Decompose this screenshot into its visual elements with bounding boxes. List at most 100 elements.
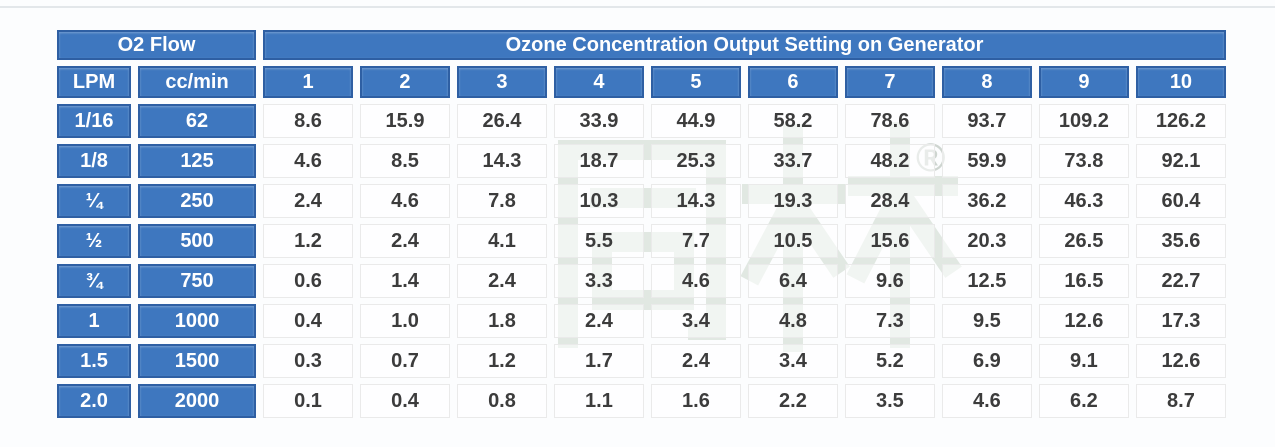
concentration-value-cell: 6.9 — [941, 344, 1032, 378]
concentration-value-cell: 1.8 — [456, 304, 547, 338]
concentration-value-cell: 59.9 — [941, 144, 1032, 178]
concentration-value-cell: 0.7 — [360, 344, 450, 378]
table-row: ½ 500 1.2 2.4 4.1 5.5 7.7 10.5 15.6 20.3 26.5 35.6 — [57, 224, 1226, 258]
ccmin-row-header: 1000 — [138, 304, 257, 338]
concentration-value-cell: 126.2 — [1135, 104, 1226, 138]
concentration-value-cell: 4.6 — [360, 184, 450, 218]
concentration-value-cell: 1.2 — [263, 224, 353, 258]
concentration-value-cell: 9.5 — [941, 304, 1032, 338]
lpm-row-header: 1.5 — [57, 344, 131, 378]
concentration-value-cell: 0.6 — [263, 264, 353, 298]
table-row: 1/16 62 8.6 15.9 26.4 33.9 44.9 58.2 78.6 93.7 109… — [57, 104, 1226, 138]
concentration-value-cell: 2.4 — [360, 224, 450, 258]
setting-column-header: 4 — [553, 66, 644, 98]
concentration-value-cell: 0.8 — [456, 384, 547, 418]
table-row: 1/8 125 4.6 8.5 14.3 18.7 25.3 33.7 48.2 59.9 73.8… — [57, 144, 1226, 178]
concentration-value-cell: 12.6 — [1135, 344, 1226, 378]
concentration-value-cell: 33.9 — [553, 104, 644, 138]
concentration-value-cell: 3.4 — [650, 304, 741, 338]
setting-column-header: 8 — [941, 66, 1032, 98]
concentration-value-cell: 33.7 — [747, 144, 838, 178]
concentration-value-cell: 12.5 — [941, 264, 1032, 298]
concentration-value-cell: 58.2 — [747, 104, 838, 138]
ozone-setting-group-header: Ozone Concentration Output Setting on Ge… — [263, 30, 1226, 60]
setting-column-header: 2 — [360, 66, 450, 98]
concentration-value-cell: 109.2 — [1038, 104, 1129, 138]
concentration-value-cell: 93.7 — [941, 104, 1032, 138]
lpm-row-header: ¾ — [57, 264, 131, 298]
setting-column-header: 10 — [1135, 66, 1226, 98]
o2-flow-group-header: O2 Flow — [57, 30, 257, 60]
concentration-value-cell: 19.3 — [747, 184, 838, 218]
concentration-value-cell: 20.3 — [941, 224, 1032, 258]
concentration-value-cell: 0.1 — [263, 384, 353, 418]
concentration-value-cell: 7.3 — [844, 304, 935, 338]
concentration-value-cell: 18.7 — [553, 144, 644, 178]
concentration-value-cell: 4.8 — [747, 304, 838, 338]
concentration-value-cell: 28.4 — [844, 184, 935, 218]
concentration-value-cell: 2.4 — [456, 264, 547, 298]
concentration-value-cell: 48.2 — [844, 144, 935, 178]
ccmin-row-header: 62 — [138, 104, 257, 138]
ozone-output-table-wrap: O2 Flow Ozone Concentration Output Setti… — [50, 24, 1233, 424]
ccmin-row-header: 750 — [138, 264, 257, 298]
concentration-value-cell: 8.6 — [263, 104, 353, 138]
concentration-value-cell: 3.3 — [553, 264, 644, 298]
table-row: 1 1000 0.4 1.0 1.8 2.4 3.4 4.8 7.3 9.5 12.6 17.3 — [57, 304, 1226, 338]
ccmin-row-header: 250 — [138, 184, 257, 218]
concentration-value-cell: 12.6 — [1038, 304, 1129, 338]
concentration-value-cell: 2.2 — [747, 384, 838, 418]
concentration-value-cell: 92.1 — [1135, 144, 1226, 178]
concentration-value-cell: 7.8 — [456, 184, 547, 218]
concentration-value-cell: 26.4 — [456, 104, 547, 138]
concentration-value-cell: 2.4 — [650, 344, 741, 378]
concentration-value-cell: 10.5 — [747, 224, 838, 258]
concentration-value-cell: 8.5 — [360, 144, 450, 178]
concentration-value-cell: 6.2 — [1038, 384, 1129, 418]
concentration-value-cell: 6.4 — [747, 264, 838, 298]
concentration-value-cell: 78.6 — [844, 104, 935, 138]
lpm-row-header: ½ — [57, 224, 131, 258]
concentration-value-cell: 26.5 — [1038, 224, 1129, 258]
concentration-value-cell: 1.1 — [553, 384, 644, 418]
setting-column-header: 7 — [844, 66, 935, 98]
ozone-output-table: O2 Flow Ozone Concentration Output Setti… — [50, 24, 1233, 424]
concentration-value-cell: 2.4 — [553, 304, 644, 338]
group-header-row: O2 Flow Ozone Concentration Output Setti… — [57, 30, 1226, 60]
concentration-value-cell: 4.6 — [941, 384, 1032, 418]
ccmin-row-header: 2000 — [138, 384, 257, 418]
concentration-value-cell: 2.4 — [263, 184, 353, 218]
setting-column-header: 9 — [1038, 66, 1129, 98]
concentration-value-cell: 60.4 — [1135, 184, 1226, 218]
lpm-row-header: ¼ — [57, 184, 131, 218]
ccmin-row-header: 500 — [138, 224, 257, 258]
setting-column-header: 1 — [263, 66, 353, 98]
concentration-value-cell: 9.1 — [1038, 344, 1129, 378]
concentration-value-cell: 4.6 — [650, 264, 741, 298]
concentration-value-cell: 25.3 — [650, 144, 741, 178]
concentration-value-cell: 73.8 — [1038, 144, 1129, 178]
lpm-row-header: 1/16 — [57, 104, 131, 138]
lpm-row-header: 2.0 — [57, 384, 131, 418]
concentration-value-cell: 14.3 — [650, 184, 741, 218]
concentration-value-cell: 1.7 — [553, 344, 644, 378]
lpm-row-header: 1 — [57, 304, 131, 338]
concentration-value-cell: 16.5 — [1038, 264, 1129, 298]
concentration-value-cell: 14.3 — [456, 144, 547, 178]
ccmin-row-header: 1500 — [138, 344, 257, 378]
concentration-value-cell: 35.6 — [1135, 224, 1226, 258]
concentration-value-cell: 1.6 — [650, 384, 741, 418]
concentration-value-cell: 4.1 — [456, 224, 547, 258]
concentration-value-cell: 15.9 — [360, 104, 450, 138]
concentration-value-cell: 3.5 — [844, 384, 935, 418]
table-row: ¼ 250 2.4 4.6 7.8 10.3 14.3 19.3 28.4 36.2 46.3 60.… — [57, 184, 1226, 218]
concentration-value-cell: 9.6 — [844, 264, 935, 298]
table-row: ¾ 750 0.6 1.4 2.4 3.3 4.6 6.4 9.6 12.5 16.5 22.7 — [57, 264, 1226, 298]
concentration-value-cell: 5.5 — [553, 224, 644, 258]
concentration-value-cell: 1.0 — [360, 304, 450, 338]
concentration-value-cell: 5.2 — [844, 344, 935, 378]
setting-column-header: 6 — [747, 66, 838, 98]
concentration-value-cell: 1.4 — [360, 264, 450, 298]
table-row: 1.5 1500 0.3 0.7 1.2 1.7 2.4 3.4 5.2 6.9 9.1 12.6 — [57, 344, 1226, 378]
